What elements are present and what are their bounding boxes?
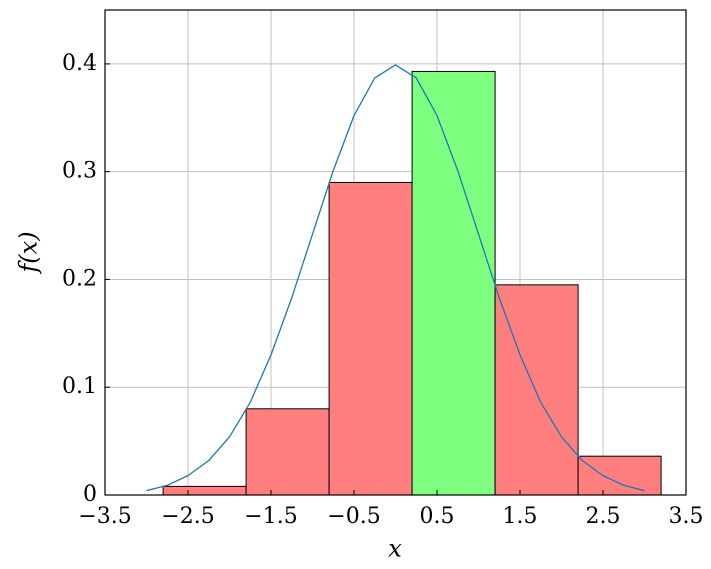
y-tick-label: 0.2 — [62, 266, 97, 291]
label-layer: −3.5 −2.5 −1.5 −0.5 0.5 1.5 2.5 3.5 0 0.1 0.2 0.3 0.… — [62, 51, 704, 529]
density-curve — [146, 64, 645, 492]
y-tick-label: 0.4 — [62, 51, 97, 76]
y-axis-label: f(x) — [15, 231, 43, 274]
x-tick-label: −0.5 — [327, 504, 380, 529]
bar — [162, 485, 247, 496]
x-tick-label: −1.5 — [244, 504, 297, 529]
bar — [411, 70, 496, 496]
bar — [245, 408, 330, 496]
y-tick-label: 0.3 — [62, 159, 97, 184]
x-axis-label: x — [388, 535, 402, 563]
bar-layer — [162, 70, 662, 496]
bar — [577, 455, 662, 496]
curve-layer — [146, 64, 645, 492]
y-tick-label: 0.1 — [62, 374, 97, 399]
x-tick-label: −2.5 — [161, 504, 214, 529]
x-tick-label: 2.5 — [586, 504, 621, 529]
bar — [328, 181, 413, 496]
x-tick-label: 3.5 — [669, 504, 704, 529]
bar — [494, 284, 579, 496]
y-tick-label: 0 — [83, 482, 97, 507]
x-tick-label: 0.5 — [420, 504, 455, 529]
plot-frame — [104, 9, 687, 496]
x-tick-label: −3.5 — [78, 504, 131, 529]
x-tick-label: 1.5 — [503, 504, 538, 529]
